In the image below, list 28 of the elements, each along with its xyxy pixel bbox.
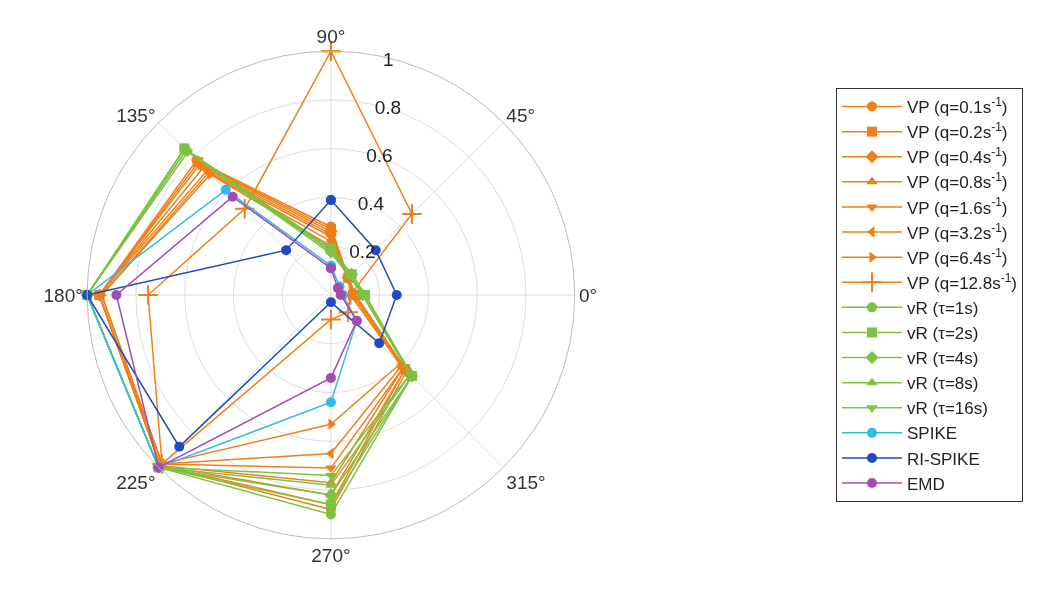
legend-label: vR (τ=8s): [907, 374, 979, 394]
legend-label: VP (q=0.4s$^{-1}$): [907, 145, 1008, 168]
legend-label: VP (q=0.8s$^{-1}$): [907, 170, 1008, 193]
legend-label: SPIKE: [907, 424, 958, 444]
y-tick-label: 0.8: [374, 97, 402, 119]
y-tick-label: 0.4: [357, 193, 385, 215]
y-tick-label: 0.2: [349, 241, 376, 263]
spoke-label: 90°: [316, 26, 346, 48]
y-tick-label: 1: [383, 49, 394, 71]
legend-label: VP (q=1.6s$^{-1}$): [907, 195, 1008, 218]
spoke-label: 0°: [579, 284, 598, 306]
legend-label: vR (τ=16s): [907, 399, 988, 419]
legend-label: vR (τ=1s): [907, 298, 979, 318]
spoke-label: 135°: [116, 104, 156, 126]
spoke-label: 45°: [506, 104, 536, 126]
legend-label: VP (q=12.8s$^{-1}$): [907, 270, 1017, 293]
spoke-label: 270°: [311, 545, 351, 567]
legend-label: VP (q=3.2s$^{-1}$): [907, 220, 1008, 243]
legend-label: vR (τ=4s): [907, 349, 979, 369]
spoke-label: 315°: [506, 471, 546, 493]
legend-label: vR (τ=2s): [907, 324, 979, 344]
spoke-label: 225°: [116, 471, 156, 493]
legend-label: VP (q=0.2s$^{-1}$): [907, 120, 1008, 143]
legend-label: VP (q=6.4s$^{-1}$): [907, 245, 1008, 268]
spoke-label: 180°: [43, 284, 83, 306]
legend-label: RI-SPIKE: [907, 449, 980, 469]
legend-label: VP (q=0.1s$^{-1}$): [907, 95, 1008, 118]
legend-label: EMD: [907, 474, 945, 494]
